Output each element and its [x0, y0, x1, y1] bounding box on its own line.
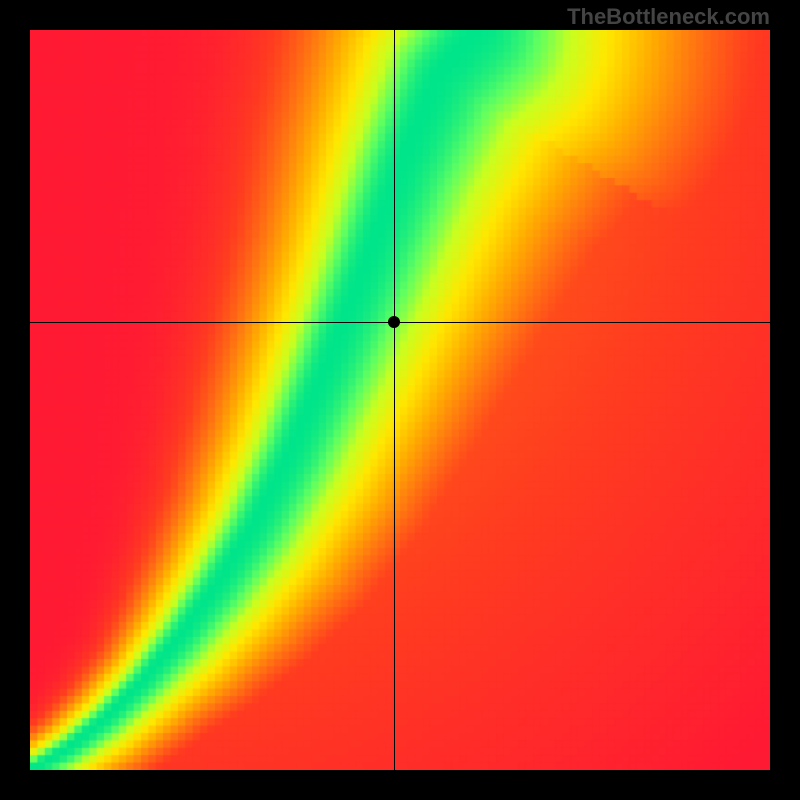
figure-container: TheBottleneck.com [0, 0, 800, 800]
heatmap-canvas [30, 30, 770, 770]
bottleneck-heatmap [30, 30, 770, 770]
watermark-text: TheBottleneck.com [567, 4, 770, 30]
